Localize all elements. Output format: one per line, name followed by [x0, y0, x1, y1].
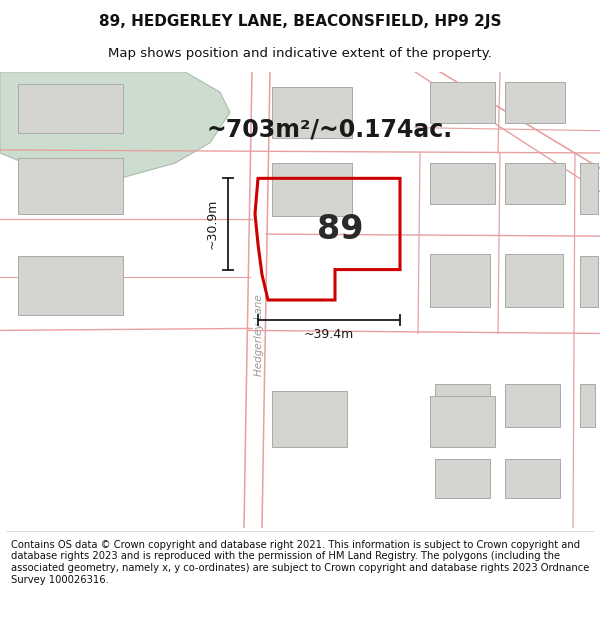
Bar [505, 384, 560, 427]
Bar [580, 384, 595, 427]
Bar [430, 396, 495, 447]
Text: ~30.9m: ~30.9m [205, 199, 218, 249]
Bar [272, 87, 352, 138]
Bar [435, 384, 490, 427]
Text: ~703m²/~0.174ac.: ~703m²/~0.174ac. [207, 118, 453, 142]
Text: Contains OS data © Crown copyright and database right 2021. This information is : Contains OS data © Crown copyright and d… [11, 540, 589, 584]
Text: 89, HEDGERLEY LANE, BEACONSFIELD, HP9 2JS: 89, HEDGERLEY LANE, BEACONSFIELD, HP9 2J… [99, 14, 501, 29]
Bar [272, 163, 352, 216]
Bar [18, 256, 123, 315]
Bar [18, 84, 123, 132]
Text: Map shows position and indicative extent of the property.: Map shows position and indicative extent… [108, 48, 492, 61]
Bar [505, 254, 563, 307]
Bar [505, 459, 560, 498]
Bar [580, 163, 598, 214]
Polygon shape [0, 72, 230, 178]
Bar [430, 254, 490, 307]
Text: Hedgerley Lane: Hedgerley Lane [254, 294, 264, 376]
Bar [430, 82, 495, 122]
Text: ~39.4m: ~39.4m [304, 328, 354, 341]
Bar [505, 82, 565, 122]
Bar [435, 459, 490, 498]
Bar [580, 256, 598, 307]
Bar [272, 391, 347, 447]
Bar [18, 158, 123, 214]
Text: 89: 89 [317, 213, 363, 246]
Bar [505, 163, 565, 204]
Bar [430, 163, 495, 204]
